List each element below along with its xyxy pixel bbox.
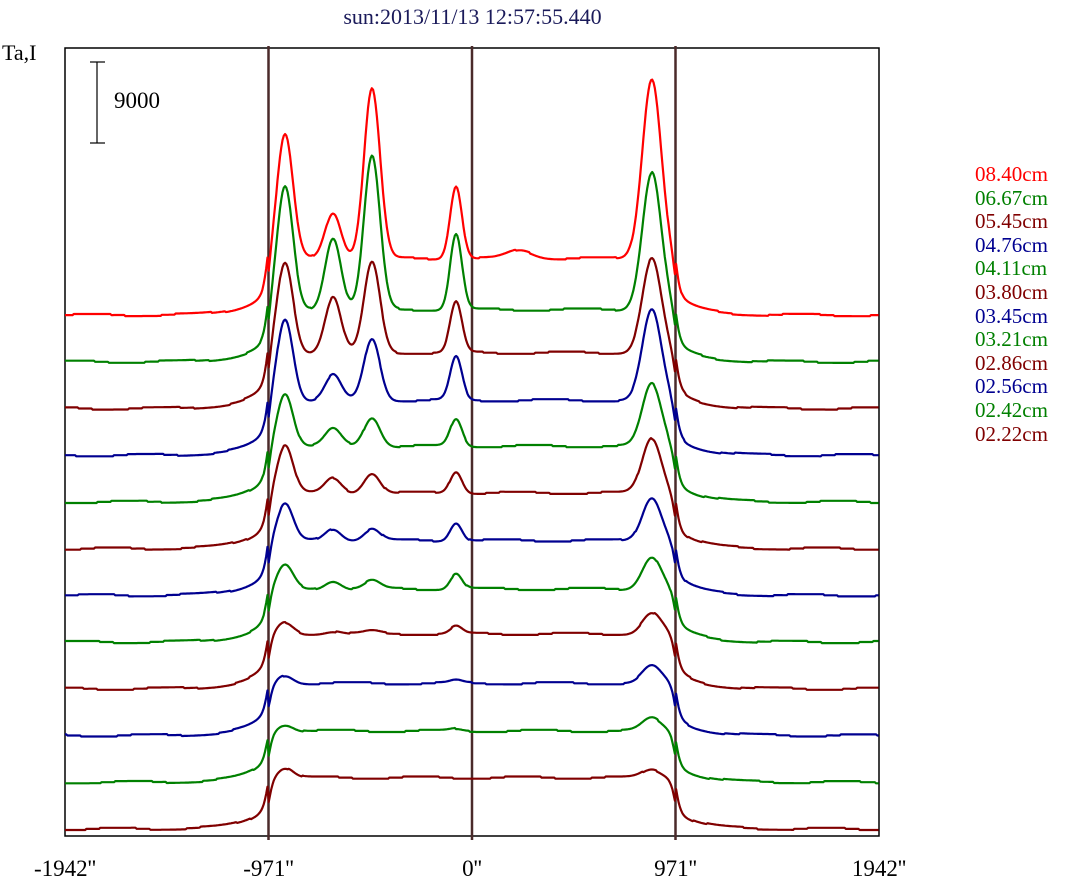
series-line-03-80cm [65, 437, 879, 551]
series-line-02-22cm [65, 767, 879, 832]
y-axis-label: Ta,I [2, 40, 37, 65]
legend-entry: 03.21cm [975, 327, 1048, 352]
series-line-03-45cm [65, 497, 879, 598]
series-line-04-76cm [65, 308, 879, 458]
series-line-06-67cm [65, 154, 879, 364]
chart-title: sun:2013/11/13 12:57:55.440 [343, 4, 602, 29]
x-tick-label: 971'' [654, 856, 697, 881]
scale-bar-label: 9000 [114, 88, 160, 113]
legend-entry: 08.40cm [975, 162, 1048, 186]
legend-entry: 02.56cm [975, 374, 1048, 399]
legend-entry: 06.67cm [975, 185, 1048, 210]
x-tick-label: 0'' [462, 856, 482, 881]
legend-entry: 04.11cm [975, 256, 1048, 281]
series-line-05-45cm [65, 257, 879, 411]
series-line-02-42cm [65, 716, 879, 785]
x-tick-label: -971'' [243, 856, 294, 881]
series-line-02-86cm [65, 611, 879, 691]
legend-entry: 04.76cm [975, 232, 1048, 257]
legend-entry: 05.45cm [975, 209, 1048, 234]
series-line-04-11cm [65, 381, 879, 505]
legend-entry: 02.42cm [975, 398, 1048, 422]
series-line-03-21cm [65, 556, 879, 645]
legend-entry: 03.45cm [975, 303, 1048, 328]
series-line-02-56cm [65, 663, 879, 738]
x-tick-label: 1942'' [851, 856, 907, 881]
series-line-08-40cm [65, 78, 879, 318]
scale-bar [90, 61, 105, 144]
x-tick-label: -1942'' [34, 856, 96, 881]
legend-entry: 03.80cm [975, 280, 1048, 304]
legend-entry: 02.86cm [975, 350, 1048, 375]
legend-entry: 02.22cm [975, 421, 1048, 446]
